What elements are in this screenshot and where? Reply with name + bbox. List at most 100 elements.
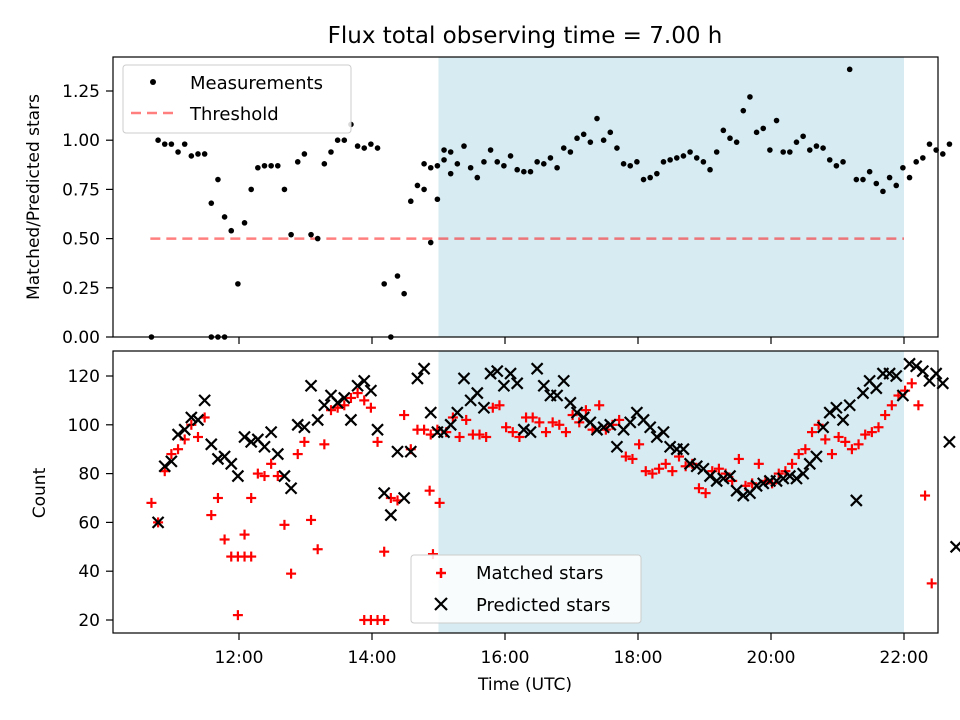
matched-star-point [292,449,303,460]
measurement-point [886,174,893,181]
matched-star-point [325,405,336,416]
measurement-point [913,159,919,165]
bottom-panel: 20 40 60 80 100 120 12:00 14:00 16:00 18:00 20:00… [30,350,960,695]
measurement-point [401,290,407,297]
measurement-point [647,174,653,181]
predicted-star-point [883,367,896,380]
matched-star-point [306,514,317,525]
measurement-point [414,182,421,189]
legend-predicted-label: Predicted stars [476,595,610,616]
predicted-star-point [650,430,664,444]
matched-star-point [379,615,390,625]
matched-star-point [399,410,410,421]
predicted-star-point [823,406,837,419]
measurement-point [474,174,481,181]
predicted-star-point [451,406,464,419]
matched-star-point [501,422,512,433]
measurement-point [713,149,720,155]
predicted-star-point [657,425,670,439]
predicted-star-point [278,469,291,483]
predicted-star-point [770,474,783,488]
matched-star-point [787,458,798,469]
predicted-star-point [371,423,384,436]
predicted-star-point [284,481,298,495]
matched-star-point [534,417,545,428]
measurement-point [268,162,274,169]
measurement-point [374,145,381,151]
matched-star-point [487,402,498,413]
measurement-point [334,137,341,143]
measurement-point [421,186,427,193]
measurement-point [667,157,673,163]
top-y-tick-label: 1.25 [62,82,100,102]
matched-star-point [345,392,356,403]
predicted-star-point [783,469,797,483]
top-y-tick-label: 0.75 [62,180,100,200]
measurement-point [467,164,474,171]
matched-star-point [873,422,884,433]
bottom-x-ticks: 12:00 14:00 16:00 18:00 20:00 22:00 [215,633,929,668]
matched-star-point [853,439,864,450]
predicted-star-point [291,418,305,432]
predicted-star-point [677,442,690,456]
measurement-point [181,141,188,147]
measurement-point [893,182,900,189]
measurement-point [341,137,348,143]
predicted-star-point [497,379,511,393]
predicted-star-point [224,457,238,471]
predicted-star-point [790,472,803,485]
measurement-point [873,180,880,187]
predicted-star-point [331,396,344,410]
predicted-star-point [311,413,324,427]
measurement-point [427,239,434,246]
measurement-point [294,159,301,165]
predicted-star-point [504,367,517,380]
measurement-point [521,168,527,175]
measurement-point [707,166,713,173]
measurement-point [274,162,281,169]
matched-star-point [800,444,811,455]
measurement-point [314,235,321,242]
predicted-star-point [843,399,856,412]
predicted-star-point [424,406,438,419]
matched-star-point [620,451,631,462]
matched-star-point [279,519,290,530]
matched-star-point [474,429,485,440]
matched-star-point [299,436,310,447]
measurement-point [308,231,314,238]
predicted-star-point [550,389,564,402]
measurement-point [800,133,806,140]
measurement-point [494,159,501,165]
matched-star-point [286,568,297,579]
predicted-star-point [604,418,617,432]
predicted-star-point [710,474,723,488]
measurement-point [693,155,700,161]
predicted-star-point [231,469,245,483]
measurement-point [527,168,534,175]
measurement-point [560,145,567,151]
matched-star-point [419,424,430,435]
measurement-point [161,141,168,147]
figure-title: Flux total observing time = 7.00 h [328,23,723,49]
predicted-star-point [836,413,850,427]
matched-star-point [906,378,917,389]
predicted-star-point [338,391,351,405]
measurement-point [188,153,195,159]
measurement-point [627,162,634,169]
predicted-star-point [936,377,950,390]
matched-star-point [920,490,931,501]
predicted-star-point [205,438,218,451]
predicted-star-point [830,401,843,414]
measurement-point [767,147,773,153]
measurement-point [607,129,614,136]
legend-matched-label: Matched stars [476,563,603,584]
measurement-point [833,162,840,169]
predicted-star-point [457,372,471,385]
predicted-star-point [776,472,790,485]
measurement-point [673,155,680,161]
matched-star-point [640,466,651,477]
matched-star-point [913,400,924,411]
matched-star-point [481,432,492,442]
measurement-point [507,153,514,159]
measurement-point [866,168,873,175]
